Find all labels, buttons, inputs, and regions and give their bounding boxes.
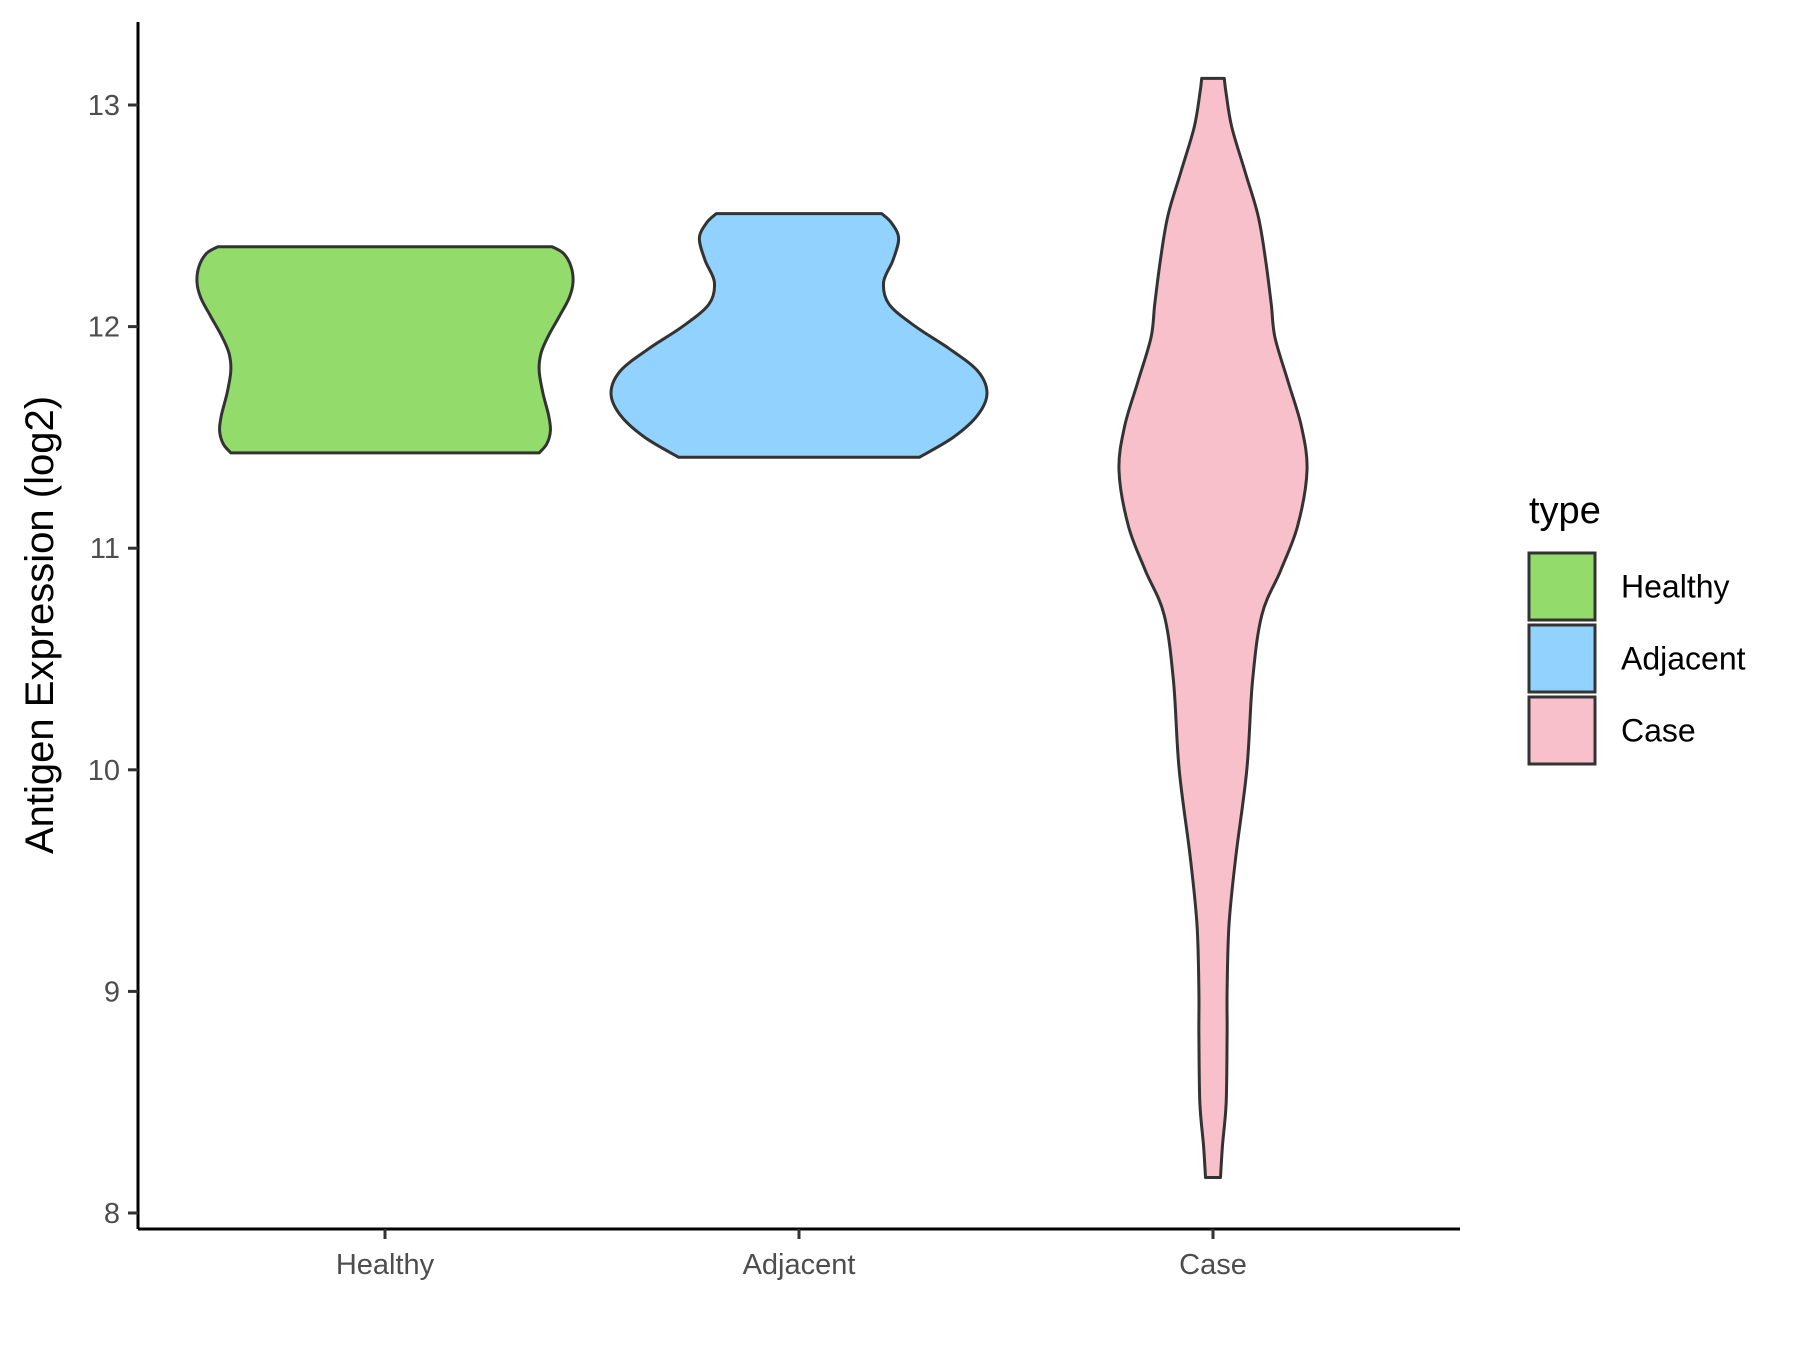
legend-key-case — [1527, 695, 1597, 766]
y-tick-label: 11 — [90, 533, 120, 565]
legend-label-healthy: Healthy — [1621, 569, 1730, 605]
violin-adjacent — [609, 212, 989, 459]
legend-key-adjacent — [1527, 623, 1597, 694]
x-tick-label-adjacent: Adjacent — [743, 1249, 856, 1281]
y-tick-label: 12 — [88, 312, 120, 344]
legend: type Healthy Adjacent Case — [1527, 490, 1746, 766]
legend-title: type — [1529, 490, 1601, 532]
violin-layer — [195, 76, 1309, 1179]
y-axis-title: Antigen Expression (log2) — [18, 396, 62, 854]
y-tick-label: 10 — [88, 755, 120, 787]
violin-healthy — [195, 245, 575, 455]
x-ticks: Healthy Adjacent Case — [336, 1229, 1247, 1281]
axes-layer — [136, 22, 1460, 1231]
y-tick-label: 13 — [88, 90, 120, 122]
violin-case — [1117, 76, 1309, 1179]
legend-label-adjacent: Adjacent — [1621, 641, 1746, 677]
legend-key-healthy — [1527, 551, 1597, 622]
y-tick-label: 9 — [104, 976, 120, 1008]
x-tick-label-healthy: Healthy — [336, 1249, 435, 1281]
x-tick-label-case: Case — [1179, 1249, 1247, 1281]
legend-label-case: Case — [1621, 713, 1696, 749]
y-tick-label: 8 — [104, 1198, 120, 1230]
y-ticks: 8 9 10 11 12 13 — [88, 90, 138, 1230]
